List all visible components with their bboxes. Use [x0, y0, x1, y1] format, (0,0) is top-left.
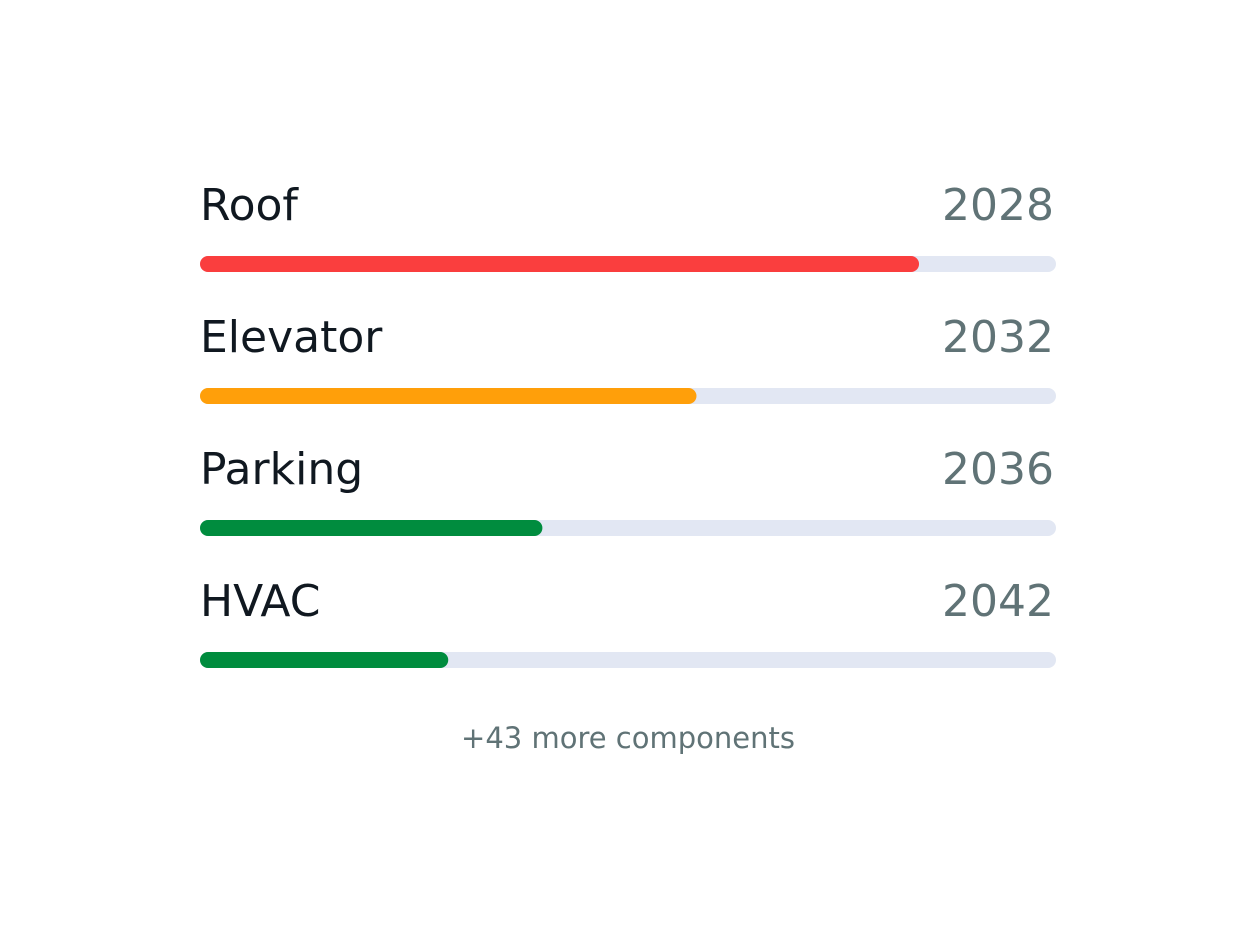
- progress-fill: [200, 256, 920, 272]
- component-year: 2042: [942, 576, 1054, 627]
- component-year: 2028: [942, 180, 1054, 231]
- component-year: 2036: [942, 444, 1054, 495]
- more-components: +43 more components: [461, 721, 795, 755]
- component-name: HVAC: [200, 576, 320, 627]
- component-name: Roof: [200, 180, 299, 231]
- component-name: Elevator: [200, 312, 383, 363]
- progress-fill: [200, 388, 697, 404]
- component-name: Parking: [200, 444, 363, 495]
- progress-fill: [200, 520, 543, 536]
- progress-fill: [200, 652, 449, 668]
- component-year: 2032: [942, 312, 1054, 363]
